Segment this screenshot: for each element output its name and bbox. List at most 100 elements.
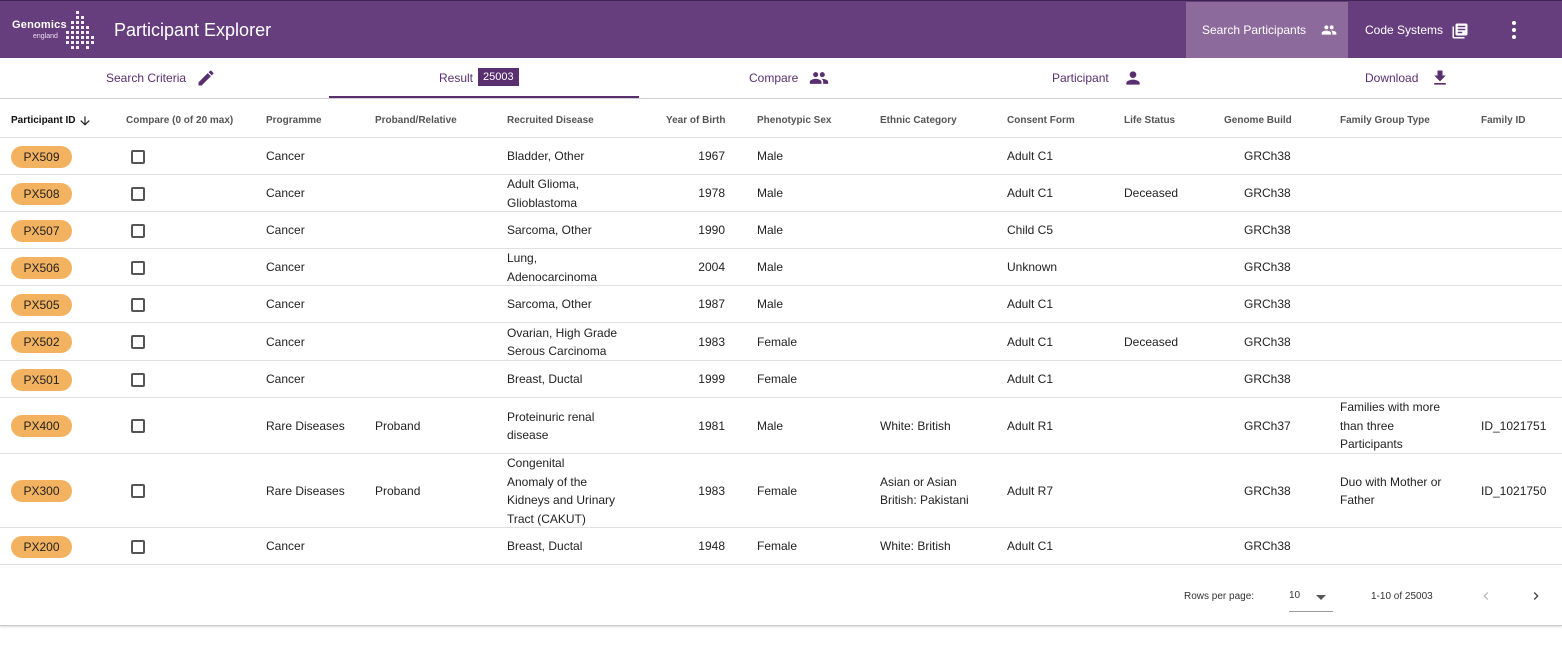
page-title: Participant Explorer bbox=[114, 20, 272, 40]
col-life-status[interactable]: Life Status bbox=[1124, 115, 1176, 126]
phenotypic-sex-cell: Male bbox=[757, 297, 784, 312]
col-phenotypic-sex[interactable]: Phenotypic Sex bbox=[757, 115, 832, 126]
col-compare[interactable]: Compare (0 of 20 max) bbox=[126, 115, 234, 126]
recruited-disease-cell: Ovarian, High Grade Serous Carcinoma bbox=[507, 324, 617, 361]
consent-form-cell: Adult C1 bbox=[1007, 149, 1054, 164]
programme-cell: Cancer bbox=[266, 186, 305, 201]
rows-per-page-label: Rows per page: bbox=[1184, 591, 1255, 602]
table-row[interactable]: PX502 Cancer Ovarian, High Grade Serous Car… bbox=[0, 323, 1562, 361]
chevron-left-icon[interactable] bbox=[1478, 588, 1494, 604]
recruited-disease-cell-line: Serous Carcinoma bbox=[507, 344, 607, 358]
participant-id-chip[interactable]: PX507 bbox=[11, 219, 72, 242]
programme-cell: Cancer bbox=[266, 260, 305, 275]
compare-checkbox[interactable] bbox=[131, 149, 145, 164]
compare-checkbox[interactable] bbox=[131, 484, 145, 498]
recruited-disease-cell-line: Anomaly of the bbox=[507, 474, 588, 489]
genome-build-cell: GRCh38 bbox=[1244, 186, 1291, 201]
tab-download-label: Download bbox=[1365, 71, 1419, 85]
tab-download[interactable]: Download bbox=[1252, 58, 1562, 98]
pagination-bar: Rows per page: 10 1-10 of 25003 bbox=[0, 568, 1562, 626]
consent-form-cell: Unknown bbox=[1007, 260, 1058, 275]
recruited-disease-cell-line: Adenocarcinoma bbox=[507, 269, 598, 284]
programme-cell: Cancer bbox=[266, 334, 305, 349]
consent-form-cell: Adult C1 bbox=[1007, 372, 1054, 387]
col-consent-form[interactable]: Consent Form bbox=[1007, 115, 1075, 126]
chevron-right-icon[interactable] bbox=[1528, 588, 1544, 604]
genome-build-cell: GRCh38 bbox=[1244, 539, 1291, 554]
participant-id-chip[interactable]: PX300 bbox=[11, 480, 72, 502]
logo-line2: england bbox=[33, 33, 58, 40]
participant-id-chip[interactable]: PX502 bbox=[11, 331, 72, 353]
ethnic-category-cell: White: British bbox=[880, 417, 951, 436]
phenotypic-sex-cell: Female bbox=[757, 483, 798, 498]
recruited-disease-cell: Congenital Anomaly of the Kidneys and Urin… bbox=[507, 454, 615, 528]
participant-id-chip[interactable]: PX506 bbox=[11, 256, 72, 279]
participant-id-chip[interactable]: PX200 bbox=[11, 535, 72, 558]
recruited-disease-cell: Bladder, Other bbox=[507, 147, 584, 166]
col-proband-relative[interactable]: Proband/Relative bbox=[375, 115, 457, 126]
recruited-disease-cell-line: disease bbox=[507, 428, 549, 442]
genomics-england-logo[interactable]: Genomics england bbox=[12, 7, 94, 53]
family-group-type-cell-line: Families with more bbox=[1340, 400, 1441, 415]
phenotypic-sex-cell: Male bbox=[757, 186, 784, 201]
compare-checkbox[interactable] bbox=[131, 186, 145, 201]
compare-checkbox[interactable] bbox=[131, 223, 145, 238]
compare-checkbox[interactable] bbox=[131, 539, 145, 554]
year-of-birth-cell: 1983 bbox=[698, 483, 725, 498]
tab-participant[interactable]: Participant bbox=[949, 58, 1259, 98]
recruited-disease-cell: Sarcoma, Other bbox=[507, 295, 592, 314]
recruited-disease-cell-line: Ovarian, High Grade bbox=[507, 325, 618, 340]
year-of-birth-cell: 1983 bbox=[698, 334, 725, 349]
compare-checkbox[interactable] bbox=[131, 297, 145, 312]
more-vert-icon[interactable] bbox=[1505, 19, 1525, 41]
table-row[interactable]: PX501 Cancer Breast, Ductal 1999 Female Adult… bbox=[0, 361, 1562, 398]
recruited-disease-cell-line: Tract (CAKUT) bbox=[507, 511, 586, 526]
col-ethnic-category[interactable]: Ethnic Category bbox=[880, 115, 957, 126]
table-row[interactable]: PX200 Cancer Breast, Ductal 1948 Female White… bbox=[0, 528, 1562, 565]
consent-form-cell: Adult R7 bbox=[1007, 483, 1054, 498]
arrow-down-icon[interactable] bbox=[78, 114, 92, 128]
col-programme[interactable]: Programme bbox=[266, 115, 322, 126]
family-group-type-cell: Duo with Mother or Father bbox=[1340, 473, 1441, 510]
rows-per-page-value: 10 bbox=[1289, 590, 1301, 601]
year-of-birth-cell: 1999 bbox=[698, 372, 725, 387]
participant-id-chip[interactable]: PX501 bbox=[11, 368, 72, 391]
rows-per-page-select[interactable]: 10 bbox=[1289, 582, 1333, 612]
compare-checkbox[interactable] bbox=[131, 335, 145, 349]
col-year-of-birth[interactable]: Year of Birth bbox=[666, 115, 726, 126]
participant-id-chip[interactable]: PX509 bbox=[11, 145, 72, 168]
ethnic-category-cell-line: British: Pakistani bbox=[880, 493, 969, 507]
table-row[interactable]: PX508 Cancer Adult Glioma, Glioblastoma 1978… bbox=[0, 175, 1562, 212]
tab-result-label: Result bbox=[439, 71, 474, 85]
col-family-group-type[interactable]: Family Group Type bbox=[1340, 115, 1430, 126]
col-genome-build[interactable]: Genome Build bbox=[1224, 115, 1292, 126]
table-row[interactable]: PX507 Cancer Sarcoma, Other 1990 Male Child C… bbox=[0, 212, 1562, 249]
compare-checkbox[interactable] bbox=[131, 419, 145, 433]
family-group-type-cell-line: Participants bbox=[1340, 437, 1403, 452]
table-row[interactable]: PX300 Rare Diseases Proband Congenital Anoma… bbox=[0, 454, 1562, 528]
nav-code-systems-button[interactable]: Code Systems bbox=[1349, 2, 1489, 58]
tab-compare[interactable]: Compare bbox=[639, 58, 949, 98]
table-row[interactable]: PX509 Cancer Bladder, Other 1967 Male Adult C… bbox=[0, 138, 1562, 175]
nav-search-participants-label: Search Participants bbox=[1202, 23, 1307, 37]
participant-id-chip[interactable]: PX505 bbox=[11, 293, 72, 316]
table-row[interactable]: PX506 Cancer Lung, Adenocarcinoma 2004 Male Un… bbox=[0, 249, 1562, 286]
col-participant-id[interactable]: Participant ID bbox=[11, 115, 76, 126]
col-family-id[interactable]: Family ID bbox=[1481, 115, 1526, 126]
col-recruited-disease[interactable]: Recruited Disease bbox=[507, 115, 594, 126]
participant-id-chip[interactable]: PX400 bbox=[11, 415, 72, 437]
proband-cell: Proband bbox=[375, 483, 421, 498]
tab-result[interactable]: Result 25003 bbox=[329, 58, 639, 98]
recruited-disease-cell: Breast, Ductal bbox=[507, 370, 582, 389]
tab-search-criteria[interactable]: Search Criteria bbox=[19, 58, 329, 98]
compare-checkbox[interactable] bbox=[131, 372, 145, 387]
table-row[interactable]: PX505 Cancer Sarcoma, Other 1987 Male Adult C… bbox=[0, 286, 1562, 323]
table-row[interactable]: PX400 Rare Diseases Proband Proteinuric ren… bbox=[0, 398, 1562, 454]
consent-form-cell: Adult C1 bbox=[1007, 334, 1054, 349]
participant-id-chip[interactable]: PX508 bbox=[11, 182, 72, 205]
nav-search-participants-button[interactable]: Search Participants bbox=[1186, 2, 1348, 58]
compare-checkbox[interactable] bbox=[131, 260, 145, 275]
life-status-cell: Deceased bbox=[1124, 334, 1179, 349]
consent-form-cell: Adult C1 bbox=[1007, 539, 1054, 554]
tab-bar: Search Criteria Result 25003 Compare Par… bbox=[0, 58, 1562, 99]
